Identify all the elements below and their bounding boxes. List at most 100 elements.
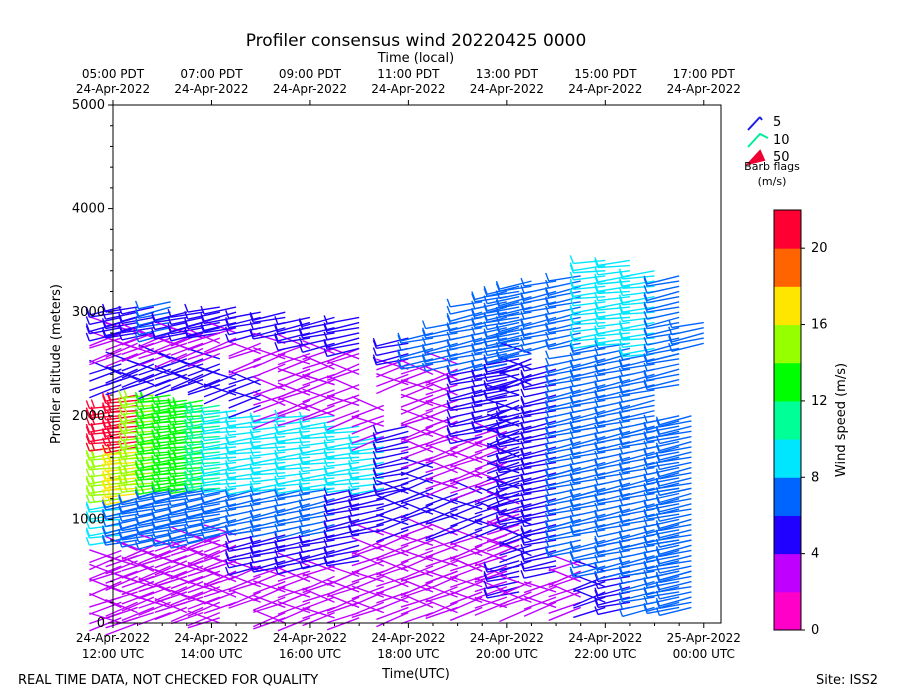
wind-barb: [499, 415, 532, 422]
wind-barb: [573, 523, 606, 534]
barb-flag: [249, 502, 254, 512]
wind-barb: [400, 363, 434, 370]
wind-barb: [277, 456, 310, 461]
barb-flag: [225, 543, 230, 552]
wind-barb: [659, 575, 692, 584]
wind-barb: [203, 601, 237, 614]
wind-barb: [376, 544, 409, 559]
wind-barb: [187, 477, 220, 482]
barb-flag: [569, 255, 574, 264]
wind-barb: [327, 477, 360, 484]
barb-flag: [520, 421, 525, 431]
wind-barb: [228, 574, 261, 588]
barb-flag: [348, 498, 353, 507]
wind-barb: [548, 306, 581, 315]
barb-flag: [200, 439, 205, 448]
wind-barb: [523, 430, 557, 441]
wind-barb: [597, 404, 631, 416]
barb-flag: [134, 445, 140, 455]
barb-flag: [167, 409, 172, 419]
wind-barb: [89, 446, 122, 452]
wind-barb: [203, 389, 237, 405]
barb-flag: [101, 320, 107, 329]
barb-flag: [545, 287, 550, 296]
wind-barb: [523, 560, 557, 570]
barb-flag: [348, 478, 353, 488]
wind-barb: [376, 518, 409, 534]
wind-barb: [548, 425, 581, 435]
barb-flag: [545, 400, 550, 409]
barb-flag: [323, 522, 328, 531]
wind-barb: [187, 534, 221, 544]
barb-flag: [101, 472, 107, 482]
barb-flag: [85, 325, 91, 334]
wind-barb: [253, 472, 286, 476]
barb-flag: [569, 465, 574, 474]
barb-flag: [167, 332, 172, 342]
barb-flag: [323, 557, 328, 567]
wind-barb: [253, 596, 286, 611]
wind-barb: [277, 382, 311, 396]
barb-flag: [569, 524, 574, 533]
wind-barb: [105, 591, 138, 603]
barb-flag: [545, 338, 550, 348]
barb-flag: [225, 566, 230, 576]
wind-barb: [425, 446, 458, 462]
wind-barb: [548, 399, 581, 409]
wind-barb: [400, 539, 434, 554]
wind-barb: [474, 399, 507, 406]
wind-barb: [548, 482, 581, 489]
barb-flag: [274, 451, 279, 461]
barb-flag: [618, 530, 624, 540]
barb-flag: [134, 309, 140, 319]
barb-flag: [520, 329, 525, 339]
barb-flag: [323, 432, 328, 441]
barb-flag: [643, 508, 648, 518]
barb-flag: [200, 425, 205, 434]
barb-flag: [167, 461, 172, 470]
wind-barb: [138, 321, 171, 329]
barb-flag: [618, 601, 624, 610]
barb-flag: [323, 555, 328, 564]
wind-barb: [523, 487, 557, 495]
barb-flag: [85, 527, 91, 537]
barb-flag: [134, 514, 140, 524]
barb-flag: [184, 411, 189, 421]
barb-flag: [520, 318, 525, 327]
wind-barb: [646, 549, 680, 561]
wind-barb: [203, 425, 237, 432]
barb-flag: [545, 451, 550, 461]
barb-flag: [184, 508, 189, 518]
legend-barb-5: [747, 116, 763, 131]
wind-barb: [400, 358, 434, 368]
barb-flag: [618, 320, 624, 329]
wind-barb: [548, 591, 581, 605]
barb-flag: [200, 494, 205, 503]
barb-flag: [298, 411, 304, 421]
wind-barb: [548, 503, 581, 513]
wind-barb: [277, 503, 311, 514]
barb-flag: [545, 546, 550, 555]
wind-barb: [548, 275, 581, 282]
wind-barb: [486, 529, 520, 543]
wind-barb: [187, 461, 220, 466]
barb-flag: [348, 471, 353, 481]
barb-flag: [249, 414, 254, 424]
barb-flag: [200, 305, 205, 315]
barb-flag: [101, 463, 107, 472]
wind-barb: [597, 337, 631, 344]
barb-flag: [495, 283, 501, 292]
barb-flag: [372, 354, 378, 363]
barb-flag: [655, 494, 661, 503]
wind-barb: [573, 316, 606, 324]
barb-flag: [118, 397, 123, 406]
barb-flag: [372, 434, 378, 443]
wind-barb: [302, 461, 335, 466]
barb-flag: [569, 404, 574, 413]
barb-flag: [569, 517, 574, 526]
wind-barb: [523, 456, 557, 466]
colorbar-band: [774, 515, 801, 555]
barb-flag: [151, 403, 156, 412]
wind-barb: [597, 280, 630, 285]
barb-flag: [134, 434, 140, 443]
